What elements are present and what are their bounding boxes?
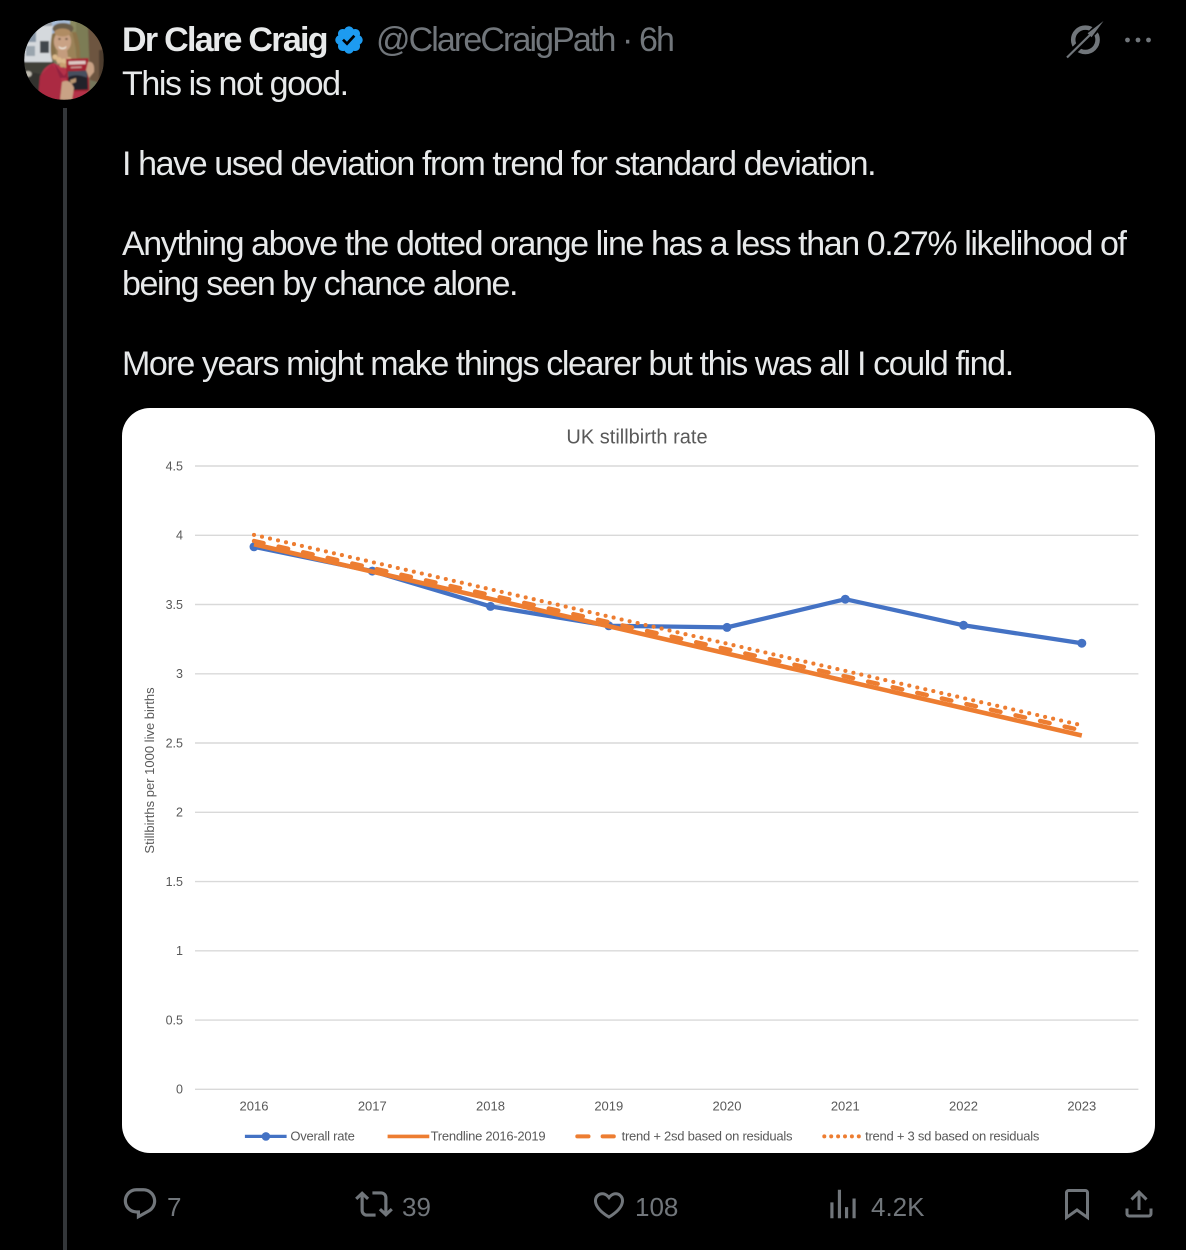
svg-text:2023: 2023 — [1067, 1099, 1096, 1114]
svg-text:0: 0 — [176, 1083, 183, 1097]
svg-text:4.5: 4.5 — [166, 459, 183, 473]
svg-text:4: 4 — [176, 529, 183, 543]
svg-text:2019: 2019 — [594, 1099, 623, 1114]
svg-text:trend + 2sd based on residuals: trend + 2sd based on residuals — [622, 1129, 793, 1144]
svg-text:UK stillbirth rate: UK stillbirth rate — [566, 426, 707, 448]
svg-text:Overall rate: Overall rate — [290, 1129, 354, 1144]
svg-text:trend + 3 sd based on residual: trend + 3 sd based on residuals — [865, 1129, 1040, 1144]
svg-text:Stillbirths per 1000 live birt: Stillbirths per 1000 live births — [142, 687, 157, 854]
svg-text:0.5: 0.5 — [166, 1014, 183, 1028]
svg-text:3.5: 3.5 — [166, 598, 183, 612]
svg-text:1: 1 — [176, 944, 183, 958]
svg-text:2020: 2020 — [713, 1099, 742, 1114]
svg-text:1.5: 1.5 — [166, 875, 183, 889]
svg-text:Trendline 2016-2019: Trendline 2016-2019 — [431, 1129, 546, 1144]
svg-text:3: 3 — [176, 667, 183, 681]
svg-text:2016: 2016 — [240, 1099, 269, 1114]
svg-text:2022: 2022 — [949, 1099, 978, 1114]
svg-text:2017: 2017 — [358, 1099, 387, 1114]
svg-text:2.5: 2.5 — [166, 736, 183, 750]
svg-text:2: 2 — [176, 806, 183, 820]
svg-text:2021: 2021 — [831, 1099, 860, 1114]
svg-text:2018: 2018 — [476, 1099, 505, 1114]
